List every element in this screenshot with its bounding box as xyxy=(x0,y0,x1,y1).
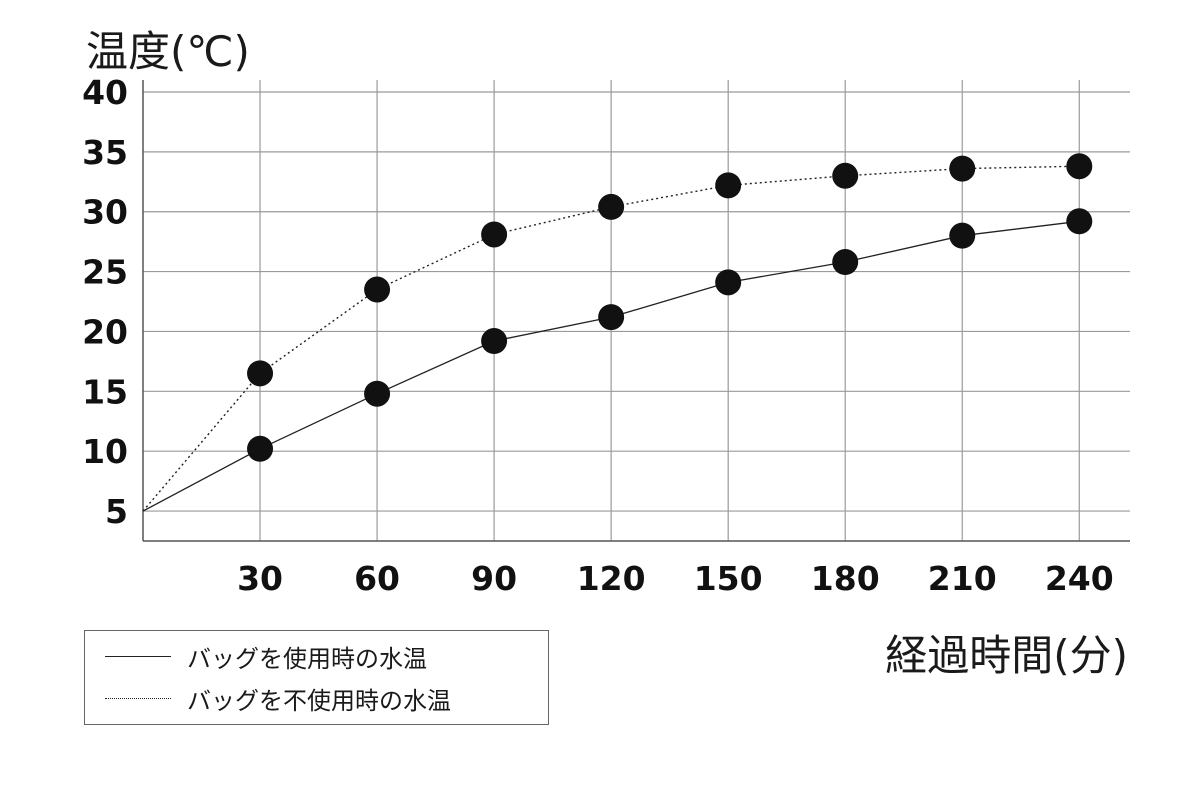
solid-line-swatch xyxy=(105,655,171,657)
data-point-with-bag xyxy=(715,269,742,296)
y-tick-label: 5 xyxy=(105,492,128,531)
legend-label-without-bag: バッグを不使用時の水温 xyxy=(187,686,451,715)
x-tick-labels: 30 60 90 120 150 180 210 240 xyxy=(237,559,1114,598)
x-tick-label: 30 xyxy=(237,559,283,598)
series-points xyxy=(247,153,1093,462)
x-tick-label: 60 xyxy=(354,559,400,598)
legend-label-with-bag: バッグを使用時の水温 xyxy=(187,644,427,673)
y-tick-label: 30 xyxy=(82,193,128,232)
axes xyxy=(142,80,1130,542)
data-point-without-bag xyxy=(481,221,508,248)
data-point-with-bag xyxy=(364,380,391,407)
legend-item-with-bag: バッグを使用時の水温 xyxy=(105,641,427,673)
x-tick-label: 240 xyxy=(1045,559,1114,598)
y-tick-label: 10 xyxy=(82,432,128,471)
x-tick-label: 90 xyxy=(471,559,517,598)
data-point-with-bag xyxy=(1066,208,1093,235)
y-tick-label: 15 xyxy=(82,372,128,411)
x-tick-label: 120 xyxy=(577,559,646,598)
data-point-without-bag xyxy=(247,360,274,387)
dotted-line-swatch xyxy=(105,697,171,699)
data-point-with-bag xyxy=(949,222,976,249)
legend-item-without-bag: バッグを不使用時の水温 xyxy=(105,683,451,715)
data-point-without-bag xyxy=(949,155,976,182)
x-tick-label: 150 xyxy=(694,559,763,598)
data-point-without-bag xyxy=(715,172,742,199)
y-tick-label: 35 xyxy=(82,133,128,172)
y-tick-labels: 5 10 15 20 25 30 35 40 xyxy=(82,73,128,531)
data-point-with-bag xyxy=(247,435,274,462)
data-point-without-bag xyxy=(832,162,859,189)
y-tick-label: 20 xyxy=(82,312,128,351)
data-point-without-bag xyxy=(1066,153,1093,180)
data-point-with-bag xyxy=(598,304,625,331)
y-axis-title: 温度(℃) xyxy=(86,27,250,76)
x-axis-title: 経過時間(分) xyxy=(885,631,1128,680)
x-tick-label: 180 xyxy=(811,559,880,598)
y-tick-label: 40 xyxy=(82,73,128,112)
data-point-without-bag xyxy=(598,193,625,220)
data-point-without-bag xyxy=(364,276,391,303)
legend: バッグを使用時の水温 バッグを不使用時の水温 xyxy=(84,630,549,725)
x-tick-label: 210 xyxy=(928,559,997,598)
y-tick-label: 25 xyxy=(82,253,128,292)
grid-lines xyxy=(143,80,1130,541)
data-point-with-bag xyxy=(481,328,508,355)
data-point-with-bag xyxy=(832,249,859,276)
